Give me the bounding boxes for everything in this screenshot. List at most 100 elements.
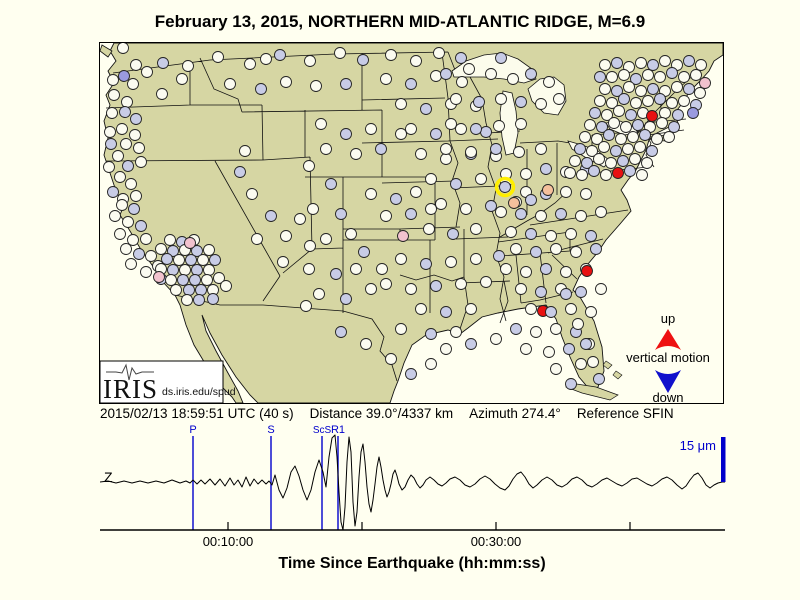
station-marker: [294, 213, 306, 225]
station-marker: [490, 143, 502, 155]
station-marker: [575, 358, 587, 370]
station-marker: [127, 234, 139, 246]
station-marker: [629, 153, 641, 165]
station-marker: [109, 210, 121, 222]
station-marker: [141, 66, 153, 78]
vertical-motion-legend: up vertical motion down: [626, 311, 710, 403]
station-marker: [189, 274, 201, 286]
station-marker: [280, 76, 292, 88]
station-marker: [493, 120, 505, 132]
station-marker: [340, 78, 352, 90]
station-marker: [608, 117, 620, 129]
station-marker: [395, 128, 407, 140]
station-marker: [129, 129, 141, 141]
station-marker: [520, 343, 532, 355]
station-marker: [135, 220, 147, 232]
station-marker: [121, 96, 133, 108]
station-marker: [365, 188, 377, 200]
reference-ring: [494, 176, 516, 198]
station-marker: [642, 95, 654, 107]
station-marker: [585, 306, 597, 318]
station-marker: [595, 206, 607, 218]
station-marker: [490, 333, 502, 345]
station-marker: [542, 184, 554, 196]
station-marker: [116, 199, 128, 211]
station-marker: [636, 169, 648, 181]
station-marker: [671, 81, 683, 93]
station-marker: [385, 49, 397, 61]
station-marker: [485, 68, 497, 80]
station-marker: [307, 203, 319, 215]
station-marker: [255, 83, 267, 95]
station-marker: [560, 186, 572, 198]
station-marker: [104, 126, 116, 138]
station-marker: [120, 243, 132, 255]
station-marker: [473, 96, 485, 108]
station-marker: [584, 119, 596, 131]
status-line: 2015/02/13 18:59:51 UTC (40 s) Distance 3…: [100, 406, 760, 421]
station-marker: [397, 230, 409, 242]
station-marker: [244, 58, 256, 70]
station-marker: [499, 181, 511, 193]
station-marker: [594, 71, 606, 83]
seismogram-trace: [100, 434, 725, 531]
station-marker: [525, 68, 537, 80]
station-marker: [646, 145, 658, 157]
station-marker: [647, 83, 659, 95]
station-marker: [647, 59, 659, 71]
station-marker: [525, 228, 537, 240]
station-marker: [425, 358, 437, 370]
station-marker: [591, 133, 603, 145]
station-marker: [334, 47, 346, 59]
station-marker: [620, 121, 632, 133]
station-marker: [380, 278, 392, 290]
station-marker: [313, 288, 325, 300]
station-marker: [234, 166, 246, 178]
station-marker: [545, 306, 557, 318]
station-marker: [125, 178, 137, 190]
station-marker: [569, 155, 581, 167]
station-marker: [117, 43, 129, 54]
station-marker: [161, 253, 173, 265]
phase-label-p: P: [189, 424, 196, 436]
station-marker: [184, 237, 196, 249]
station-marker: [156, 88, 168, 100]
station-marker: [465, 303, 477, 315]
station-marker: [357, 54, 369, 66]
station-marker: [433, 47, 445, 59]
station-marker: [325, 178, 337, 190]
station-map: up vertical motion down IRIS ds.iris.edu…: [99, 42, 724, 404]
station-marker: [493, 250, 505, 262]
station-marker: [580, 188, 592, 200]
credit-url: ds.iris.edu/spud: [162, 386, 236, 398]
station-marker: [207, 293, 219, 305]
station-marker: [507, 73, 519, 85]
station-marker: [425, 328, 437, 340]
station-marker: [320, 233, 332, 245]
station-marker: [130, 190, 142, 202]
station-marker: [530, 246, 542, 258]
station-marker: [177, 274, 189, 286]
station-marker: [107, 74, 119, 86]
station-marker: [405, 283, 417, 295]
up-arrow-icon: [655, 329, 681, 350]
station-marker: [570, 246, 582, 258]
station-marker: [560, 288, 572, 300]
station-marker: [683, 83, 695, 95]
station-marker: [385, 353, 397, 365]
station-marker: [280, 230, 292, 242]
station-marker: [642, 69, 654, 81]
station-marker: [594, 95, 606, 107]
station-marker: [555, 208, 567, 220]
station-marker: [185, 254, 197, 266]
station-marker: [625, 109, 637, 121]
station-marker: [203, 264, 215, 276]
station-marker: [181, 294, 193, 306]
station-marker: [380, 210, 392, 222]
station-marker: [622, 143, 634, 155]
station-marker: [475, 173, 487, 185]
station-marker: [425, 203, 437, 215]
station-marker: [320, 143, 332, 155]
station-marker: [128, 203, 140, 215]
station-marker: [455, 123, 467, 135]
